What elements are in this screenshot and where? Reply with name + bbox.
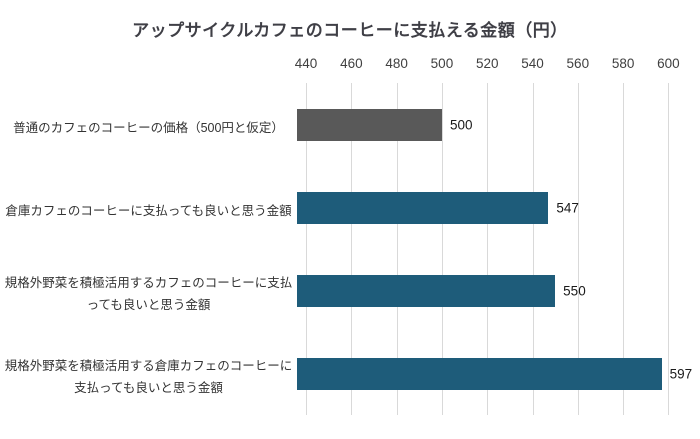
category-label: 普通のカフェのコーヒーの価格（500円と仮定） bbox=[13, 120, 284, 135]
x-tick-label: 540 bbox=[521, 56, 544, 71]
chart-title: アップサイクルカフェのコーヒーに支払える金額（円） bbox=[132, 21, 568, 40]
plot-area: 500 547 550 597 bbox=[297, 83, 692, 415]
plot-column: 440 460 480 500 520 540 560 580 600 500 547 550 597 bbox=[294, 45, 692, 419]
gridline bbox=[441, 83, 443, 415]
chart-body: 普通のカフェのコーヒーの価格（500円と仮定） 倉庫カフェのコーヒーに支払っても良… bbox=[0, 45, 700, 419]
gridline bbox=[487, 83, 489, 415]
gridline bbox=[351, 83, 353, 415]
bar bbox=[297, 357, 662, 390]
bar bbox=[297, 274, 556, 307]
category-label: 規格外野菜を積極活用するカフェのコーヒーに支払っても良いと思う金額 bbox=[4, 276, 293, 312]
x-tick-label: 580 bbox=[611, 56, 635, 71]
category-label: 倉庫カフェのコーヒーに支払っても良いと思う金額 bbox=[5, 203, 292, 218]
category-label: 規格外野菜を積極活用する倉庫カフェのコーヒーに支払っても良いと思う金額 bbox=[4, 359, 293, 395]
gridline bbox=[577, 83, 579, 415]
bar bbox=[297, 191, 549, 224]
x-axis-ticks: 440 460 480 500 520 540 560 580 600 bbox=[294, 45, 682, 75]
bar-value-label: 500 bbox=[449, 117, 473, 132]
x-tick-label: 600 bbox=[657, 56, 680, 71]
bar bbox=[297, 108, 442, 141]
bar-value-label: 597 bbox=[669, 366, 693, 381]
gridline bbox=[623, 83, 625, 415]
category-axis: 普通のカフェのコーヒーの価格（500円と仮定） 倉庫カフェのコーヒーに支払っても良… bbox=[0, 45, 297, 419]
gridline bbox=[396, 83, 398, 415]
x-tick-label: 560 bbox=[566, 56, 590, 71]
x-tick-label: 440 bbox=[294, 56, 318, 71]
gridline bbox=[306, 83, 308, 415]
x-tick-label: 520 bbox=[475, 56, 499, 71]
bar-value-label: 550 bbox=[563, 283, 586, 298]
bar-value-label: 547 bbox=[556, 200, 579, 215]
x-tick-label: 460 bbox=[340, 56, 363, 71]
x-tick-label: 500 bbox=[430, 56, 454, 71]
x-tick-label: 480 bbox=[385, 56, 408, 71]
gridline bbox=[668, 83, 670, 415]
gridline bbox=[532, 83, 534, 415]
